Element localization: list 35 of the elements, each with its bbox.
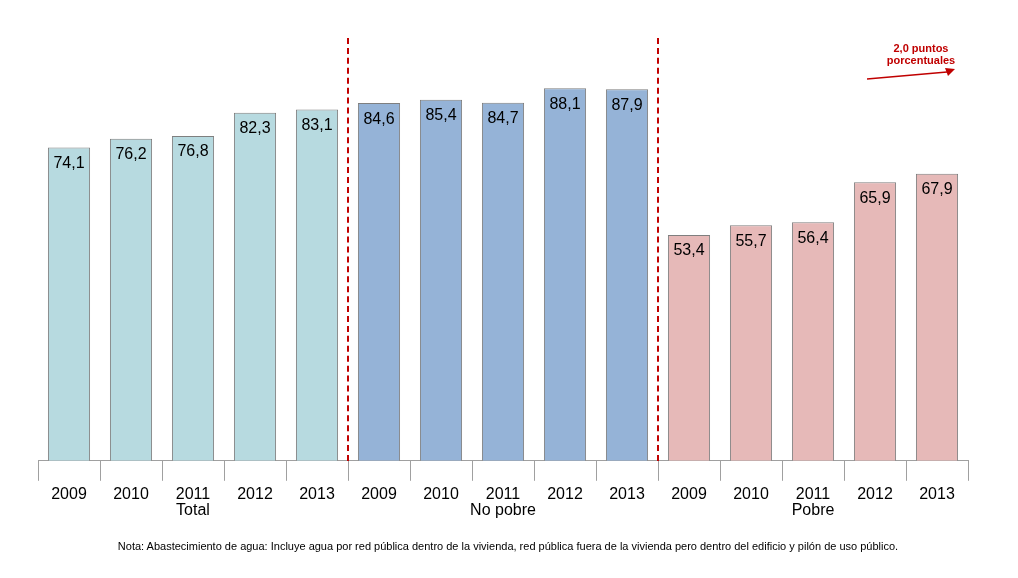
x-tick-label: 2011 — [175, 484, 211, 502]
x-tick-label: 2010 — [423, 484, 459, 502]
data-label: 55,7 — [735, 231, 767, 249]
x-tick-label: 2013 — [609, 484, 645, 502]
x-tick-label: 2012 — [857, 484, 893, 502]
data-label: 83,1 — [301, 115, 333, 133]
x-tick-label: 2010 — [113, 484, 149, 502]
data-label: 76,2 — [115, 145, 147, 163]
x-tick-label: 2012 — [237, 484, 273, 502]
x-tick-label: 2011 — [485, 484, 521, 502]
x-tick-label: 2009 — [51, 484, 87, 502]
x-tick-label: 2010 — [733, 484, 769, 502]
data-label: 67,9 — [921, 180, 953, 198]
data-label: 74,1 — [53, 153, 85, 171]
data-label: 84,7 — [487, 109, 519, 127]
text: No pobre — [470, 501, 537, 519]
data-label: 84,6 — [363, 109, 395, 127]
x-tick-label: 2013 — [919, 484, 955, 502]
data-label: 85,4 — [425, 106, 457, 124]
x-tick-label: 2012 — [547, 484, 583, 502]
x-tick-label: 2013 — [299, 484, 335, 502]
text: Total — [176, 501, 210, 519]
data-label: 56,4 — [797, 228, 829, 246]
data-label: 87,9 — [611, 95, 643, 113]
text: Nota: Abastecimiento de agua: Incluye agua por red pública dentro de la vivienda, red pública fuera de la vivienda pero dentro del edificio y pilón de uso público. — [116, 540, 900, 552]
text: 2,0 puntos porcentuales — [886, 42, 956, 66]
data-label: 82,3 — [239, 119, 271, 137]
data-label: 88,1 — [549, 94, 581, 112]
x-tick-label: 2009 — [361, 484, 397, 502]
text: Pobre — [791, 501, 835, 519]
data-label: 65,9 — [859, 188, 891, 206]
x-tick-label: 2009 — [671, 484, 707, 502]
x-tick-label: 2011 — [795, 484, 831, 502]
data-label: 76,8 — [177, 142, 209, 160]
data-label: 53,4 — [673, 241, 705, 259]
